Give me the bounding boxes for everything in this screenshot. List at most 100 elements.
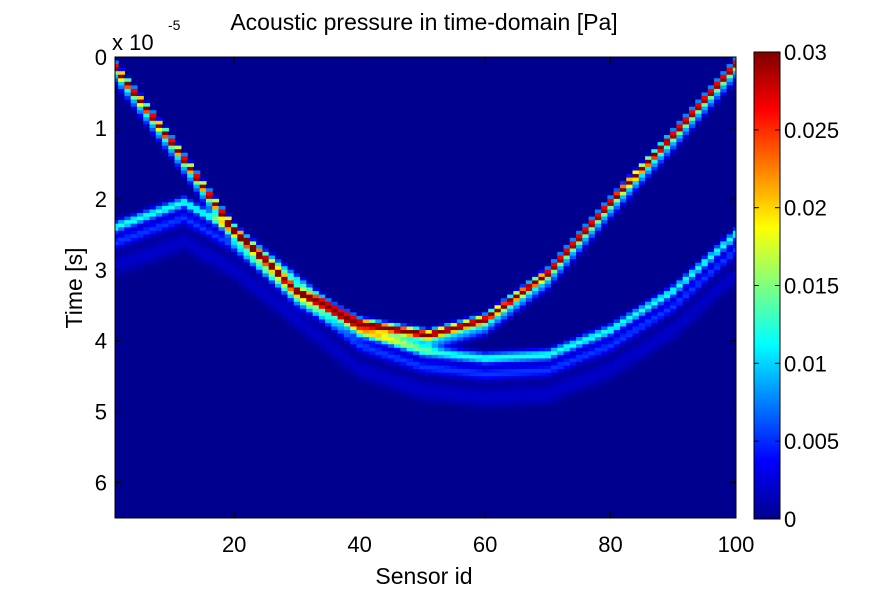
- heatmap-cell: [657, 149, 665, 154]
- heatmap-cell: [419, 340, 427, 345]
- heatmap-cell: [726, 259, 734, 264]
- heatmap-cell: [444, 340, 452, 345]
- heatmap-cell: [281, 315, 289, 321]
- heatmap-cell: [312, 283, 320, 289]
- heatmap-cell: [645, 340, 652, 345]
- heatmap-cell: [532, 400, 540, 406]
- heatmap-cell: [500, 365, 508, 370]
- heatmap-cell: [557, 365, 565, 370]
- heatmap-cell: [224, 248, 232, 253]
- heatmap-cell: [594, 230, 602, 235]
- heatmap-cell: [670, 152, 678, 157]
- heatmap-cell: [494, 393, 502, 399]
- heatmap-cell: [205, 248, 213, 253]
- heatmap-cell: [638, 170, 646, 175]
- heatmap-cell: [162, 131, 169, 136]
- heatmap-cell: [525, 358, 533, 363]
- heatmap-cell: [337, 361, 345, 367]
- heatmap-cell: [519, 365, 527, 370]
- heatmap-cell: [594, 379, 602, 384]
- heatmap-cell: [224, 244, 232, 250]
- heatmap-cell: [663, 344, 671, 349]
- heatmap-cell: [306, 330, 314, 335]
- heatmap-cell: [115, 227, 119, 232]
- heatmap-cell: [619, 344, 627, 349]
- heatmap-cell: [237, 237, 245, 242]
- heatmap-cell: [419, 358, 427, 363]
- heatmap-cell: [224, 230, 232, 235]
- heatmap-cell: [115, 230, 119, 235]
- heatmap-cell: [645, 358, 652, 363]
- heatmap-cell: [563, 390, 571, 395]
- heatmap-cell: [394, 372, 402, 377]
- heatmap-cell: [707, 259, 715, 264]
- heatmap-cell: [657, 322, 665, 328]
- heatmap-cell: [632, 337, 640, 342]
- heatmap-cell: [193, 209, 201, 214]
- heatmap-cell: [563, 340, 571, 345]
- heatmap-cell: [375, 379, 383, 384]
- heatmap-cell: [287, 298, 295, 303]
- heatmap-cell: [714, 255, 721, 260]
- heatmap-cell: [155, 248, 163, 253]
- heatmap-cell: [695, 319, 703, 324]
- heatmap-cell: [645, 312, 652, 317]
- heatmap-cell: [162, 252, 169, 257]
- heatmap-cell: [155, 138, 163, 143]
- heatmap-cell: [707, 266, 715, 271]
- heatmap-cell: [425, 347, 433, 352]
- heatmap-cell: [663, 159, 671, 164]
- heatmap-cell: [406, 379, 414, 384]
- heatmap-cell: [714, 99, 721, 104]
- heatmap-cell: [676, 312, 684, 317]
- heatmap-cell: [162, 241, 169, 246]
- heatmap-cell: [456, 376, 464, 381]
- heatmap-cell: [563, 372, 571, 377]
- heatmap-cell: [375, 333, 383, 338]
- heatmap-cell: [550, 340, 558, 345]
- heatmap-cell: [688, 113, 696, 118]
- heatmap-cell: [463, 383, 471, 388]
- heatmap-cell: [331, 312, 339, 317]
- heatmap-cell: [256, 301, 264, 306]
- heatmap-cell: [149, 255, 157, 260]
- heatmap-cell: [274, 283, 282, 289]
- heatmap-cell: [224, 266, 232, 271]
- heatmap-cell: [237, 252, 245, 257]
- heatmap-cell: [714, 78, 721, 83]
- heatmap-cell: [187, 159, 195, 164]
- heatmap-cell: [576, 351, 583, 356]
- heatmap-cell: [312, 344, 320, 349]
- heatmap-cell: [243, 266, 251, 271]
- heatmap-cell: [136, 117, 144, 122]
- plot-background: [115, 57, 736, 518]
- heatmap-cell: [582, 333, 590, 338]
- heatmap-cell: [563, 383, 571, 388]
- heatmap-cell: [582, 390, 590, 395]
- heatmap-cell: [513, 294, 521, 299]
- heatmap-cell: [582, 230, 590, 235]
- heatmap-cell: [488, 347, 496, 352]
- heatmap-cell: [400, 393, 408, 399]
- heatmap-cell: [212, 213, 220, 218]
- heatmap-cell: [475, 319, 483, 324]
- heatmap-cell: [638, 184, 646, 189]
- heatmap-cell: [143, 248, 151, 253]
- heatmap-cell: [601, 216, 609, 221]
- heatmap-cell: [513, 298, 521, 303]
- heatmap-cell: [419, 393, 427, 399]
- heatmap-cell: [362, 354, 370, 360]
- heatmap-cell: [444, 319, 452, 324]
- heatmap-cell: [569, 234, 577, 239]
- heatmap-cell: [463, 351, 471, 356]
- heatmap-cell: [362, 365, 370, 370]
- heatmap-cell: [500, 298, 508, 303]
- heatmap-cell: [714, 252, 721, 257]
- heatmap-cell: [425, 386, 433, 391]
- heatmap-cell: [670, 315, 678, 321]
- heatmap-cell: [193, 216, 201, 221]
- heatmap-cell: [224, 269, 232, 274]
- heatmap-cell: [594, 365, 602, 370]
- heatmap-cell: [237, 262, 245, 267]
- heatmap-cell: [563, 358, 571, 363]
